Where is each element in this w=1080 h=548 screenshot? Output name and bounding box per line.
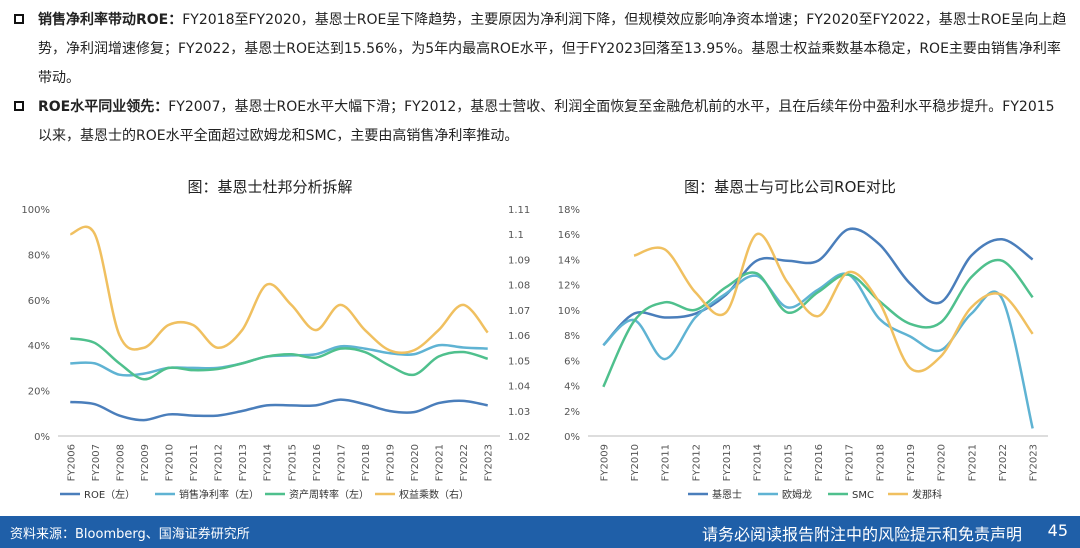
x-tick-label: FY2011 xyxy=(661,444,672,481)
x-tick-label: FY2021 xyxy=(435,444,446,481)
legend-label: 欧姆龙 xyxy=(782,488,812,501)
x-tick-label: FY2011 xyxy=(189,444,200,481)
x-tick-label: FY2013 xyxy=(722,444,733,481)
x-tick-label: FY2015 xyxy=(783,444,794,481)
x-tick-label: FY2020 xyxy=(410,444,421,481)
y-tick-label-left: 0% xyxy=(34,432,50,443)
legend-label: 基恩士 xyxy=(712,488,742,501)
legend-label: SMC xyxy=(852,490,874,501)
roe-compare-chart: 0% 2% 4% 6% 8% 10% 12% 14% 16% 18% FY2009 FY2010 FY2… xyxy=(558,205,1048,501)
x-tick-label: FY2022 xyxy=(459,444,470,481)
x-tick-label: FY2023 xyxy=(1029,444,1040,481)
legend-label: 权益乘数（右） xyxy=(399,488,469,501)
y-tick-label-right: 1.1 xyxy=(508,230,524,241)
x-tick-label: FY2012 xyxy=(691,444,702,481)
y-tick-label-right: 1.05 xyxy=(508,356,530,367)
y-tick-label-left: 4% xyxy=(564,382,580,393)
x-tick-label: FY2023 xyxy=(484,444,495,481)
x-tick-label: FY2014 xyxy=(263,444,274,481)
series-line xyxy=(602,258,1034,388)
x-tick-label: FY2010 xyxy=(630,444,641,481)
y-tick-label-right: 1.11 xyxy=(508,205,530,216)
x-tick-label: FY2012 xyxy=(214,444,225,481)
y-tick-label-left: 2% xyxy=(564,407,580,418)
footer-source: 资料来源：Bloomberg、国海证券研究所 xyxy=(10,527,250,542)
y-tick-label-left: 12% xyxy=(558,281,580,292)
x-tick-label: FY2018 xyxy=(361,444,372,481)
chart-title-dupont: 图：基恩士杜邦分析拆解 xyxy=(187,178,353,196)
y-tick-label-left: 80% xyxy=(28,250,50,261)
x-tick-label: FY2010 xyxy=(165,444,176,481)
x-tick-label: FY2009 xyxy=(140,444,151,481)
y-tick-label-right: 1.03 xyxy=(508,407,530,418)
x-tick-label: FY2008 xyxy=(115,444,126,481)
x-tick-label: FY2021 xyxy=(967,444,978,481)
bullet-text: FY2007，基恩士ROE水平大幅下滑；FY2012，基恩士营收、利润全面恢复至… xyxy=(38,99,1055,144)
y-tick-label-left: 14% xyxy=(558,255,580,266)
series-line xyxy=(633,232,1034,373)
x-tick-label: FY2017 xyxy=(336,444,347,481)
bullet-2: ROE水平同业领先：FY2007，基恩士ROE水平大幅下滑；FY2012，基恩士… xyxy=(14,93,1068,151)
y-tick-label-left: 6% xyxy=(564,356,580,367)
x-tick-label: FY2022 xyxy=(998,444,1009,481)
x-tick-label: FY2009 xyxy=(599,444,610,481)
x-tick-label: FY2017 xyxy=(845,444,856,481)
x-tick-label: FY2019 xyxy=(906,444,917,481)
series-line xyxy=(70,337,489,381)
y-tick-label-left: 100% xyxy=(21,205,50,216)
footer-bar: 资料来源：Bloomberg、国海证券研究所 请务必阅读报告附注中的风险提示和免… xyxy=(0,516,1080,548)
series-line xyxy=(70,398,488,422)
checkbox-square-icon xyxy=(14,101,24,111)
x-tick-label: FY2007 xyxy=(91,444,102,481)
y-tick-label-left: 40% xyxy=(28,341,50,352)
y-tick-label-left: 60% xyxy=(28,296,50,307)
bullet-list: 销售净利率带动ROE：FY2018至FY2020，基恩士ROE呈下降趋势，主要原… xyxy=(14,6,1068,151)
series-line xyxy=(602,272,1034,429)
y-tick-label-right: 1.09 xyxy=(508,255,530,266)
footer-disclaimer: 请务必阅读报告附注中的风险提示和免责声明 xyxy=(701,525,1022,544)
x-tick-label: FY2019 xyxy=(386,444,397,481)
chart-title-roe-compare: 图：基恩士与可比公司ROE对比 xyxy=(684,178,896,196)
bullet-1: 销售净利率带动ROE：FY2018至FY2020，基恩士ROE呈下降趋势，主要原… xyxy=(14,6,1068,93)
y-tick-label-left: 16% xyxy=(558,230,580,241)
x-tick-label: FY2016 xyxy=(814,444,825,481)
y-tick-label-right: 1.02 xyxy=(508,432,530,443)
x-tick-label: FY2020 xyxy=(937,444,948,481)
legend-label: 发那科 xyxy=(912,488,942,501)
dupont-chart: 0% 20% 40% 60% 80% 100% 1.02 1.03 1.04 1.05 1.06 1.… xyxy=(21,205,530,501)
y-tick-label-right: 1.04 xyxy=(508,382,530,393)
bullet-lead: 销售净利率带动ROE： xyxy=(38,12,183,28)
y-tick-label-left: 18% xyxy=(558,205,580,216)
y-tick-label-right: 1.08 xyxy=(508,281,530,292)
x-tick-label: FY2006 xyxy=(66,444,77,481)
x-tick-label: FY2018 xyxy=(875,444,886,481)
legend-label: 资产周转率（左） xyxy=(289,488,369,501)
y-tick-label-left: 20% xyxy=(28,387,50,398)
y-tick-label-left: 8% xyxy=(564,331,580,342)
bullet-text: FY2018至FY2020，基恩士ROE呈下降趋势，主要原因为净利润下降，但规模… xyxy=(38,12,1067,86)
x-tick-label: FY2015 xyxy=(287,444,298,481)
series-line xyxy=(69,225,489,355)
x-tick-label: FY2016 xyxy=(312,444,323,481)
y-tick-label-right: 1.07 xyxy=(508,306,530,317)
page-number: 45 xyxy=(1047,521,1068,540)
x-tick-label: FY2014 xyxy=(753,444,764,481)
legend-label: ROE（左） xyxy=(84,488,135,501)
bullet-lead: ROE水平同业领先： xyxy=(38,99,169,115)
legend-label: 销售净利率（左） xyxy=(179,488,259,501)
x-tick-label: FY2013 xyxy=(238,444,249,481)
checkbox-square-icon xyxy=(14,14,24,24)
y-tick-label-right: 1.06 xyxy=(508,331,530,342)
series-line xyxy=(602,227,1034,347)
y-tick-label-left: 0% xyxy=(564,432,580,443)
y-tick-label-left: 10% xyxy=(558,306,580,317)
